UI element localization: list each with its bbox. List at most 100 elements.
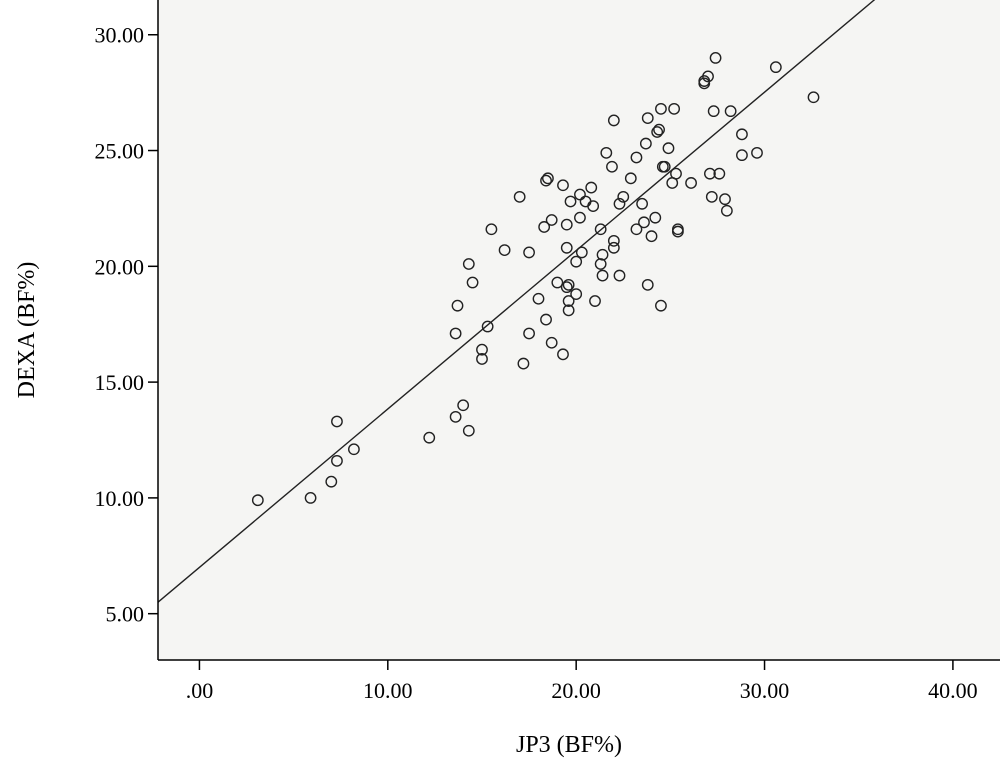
data-point [562, 295, 575, 307]
data-point [807, 91, 820, 104]
data-point [668, 102, 681, 115]
data-point [462, 424, 475, 437]
data-point [557, 179, 569, 192]
data-point [540, 313, 552, 326]
data-point [600, 146, 613, 159]
data-point [545, 336, 558, 349]
axes: 5.00 10.00 15.00 20.00 25.00 30.00 .00 10.00 20.… [95, 0, 1000, 703]
data-point [570, 288, 583, 301]
data-point [485, 223, 498, 236]
data-point [570, 255, 583, 268]
plot-area [158, 0, 1000, 660]
data-point [613, 197, 626, 210]
data-point [606, 160, 618, 173]
data-point [476, 353, 488, 365]
data-point [513, 190, 526, 203]
data-point [523, 327, 535, 340]
data-point [348, 443, 360, 456]
data-point [325, 475, 338, 488]
data-point [476, 343, 488, 356]
data-point [662, 142, 675, 155]
data-point [645, 230, 658, 243]
data-point [589, 295, 601, 307]
data-point [607, 234, 620, 247]
data-point [630, 223, 643, 236]
data-point [560, 241, 573, 254]
data-point [596, 248, 609, 261]
data-point [655, 299, 667, 312]
data-point [574, 188, 586, 201]
data-point [542, 172, 554, 185]
data-point [331, 454, 343, 467]
data-point [607, 114, 620, 127]
y-tick-label: 10.00 [95, 486, 145, 511]
data-point [517, 357, 530, 370]
data-point [607, 241, 620, 254]
data-point [655, 102, 667, 115]
data-point [630, 151, 643, 164]
x-tick-label: 20.00 [551, 678, 601, 703]
y-tick-label: 20.00 [95, 254, 145, 279]
data-point [594, 223, 607, 236]
data-point [574, 211, 586, 224]
data-point [704, 167, 716, 180]
data-point [585, 181, 598, 194]
data-points [251, 51, 820, 507]
data-point [481, 320, 494, 333]
data-point [331, 415, 343, 428]
data-point [251, 494, 264, 507]
x-tick-label: 10.00 [363, 678, 413, 703]
data-point [769, 61, 782, 74]
x-tick-label: .00 [186, 678, 214, 703]
y-tick-label: 30.00 [95, 23, 145, 48]
data-point [639, 137, 652, 150]
data-point [557, 348, 569, 361]
data-point [538, 221, 551, 233]
data-point [705, 190, 718, 203]
data-point [560, 281, 573, 294]
data-point [713, 167, 726, 180]
data-point [736, 149, 748, 162]
y-axis-title: DEXA (BF%) [14, 262, 40, 399]
data-point [641, 112, 654, 125]
data-point [462, 258, 475, 270]
data-point [594, 258, 607, 270]
x-tick-label: 30.00 [740, 678, 790, 703]
data-point [613, 269, 626, 282]
data-point [551, 276, 564, 289]
data-point [562, 304, 575, 317]
data-point [457, 399, 470, 412]
data-point [649, 211, 662, 224]
data-point [719, 193, 731, 206]
data-point [624, 172, 637, 185]
data-point [498, 244, 511, 257]
data-point [709, 51, 722, 64]
data-point [451, 299, 464, 312]
data-point [658, 160, 671, 173]
data-point [707, 105, 720, 118]
data-point [562, 278, 575, 291]
data-point [638, 216, 650, 229]
data-point [564, 195, 577, 208]
x-axis-title: JP3 (BF%) [516, 732, 622, 758]
data-point [724, 105, 737, 118]
data-point [423, 431, 436, 444]
y-tick-label: 25.00 [95, 139, 145, 164]
data-point [596, 269, 609, 282]
data-point [545, 214, 558, 226]
data-point [523, 246, 535, 259]
data-point [651, 126, 664, 138]
data-point [670, 167, 682, 180]
data-point [641, 278, 654, 291]
data-point [449, 410, 462, 423]
data-point [532, 292, 545, 305]
data-point [575, 246, 588, 259]
data-point [671, 223, 684, 236]
y-tick-label: 5.00 [106, 602, 145, 627]
data-point [617, 190, 630, 203]
data-point [636, 197, 649, 210]
data-point [720, 204, 733, 217]
data-point [587, 200, 600, 213]
y-tick-label: 15.00 [95, 370, 145, 395]
